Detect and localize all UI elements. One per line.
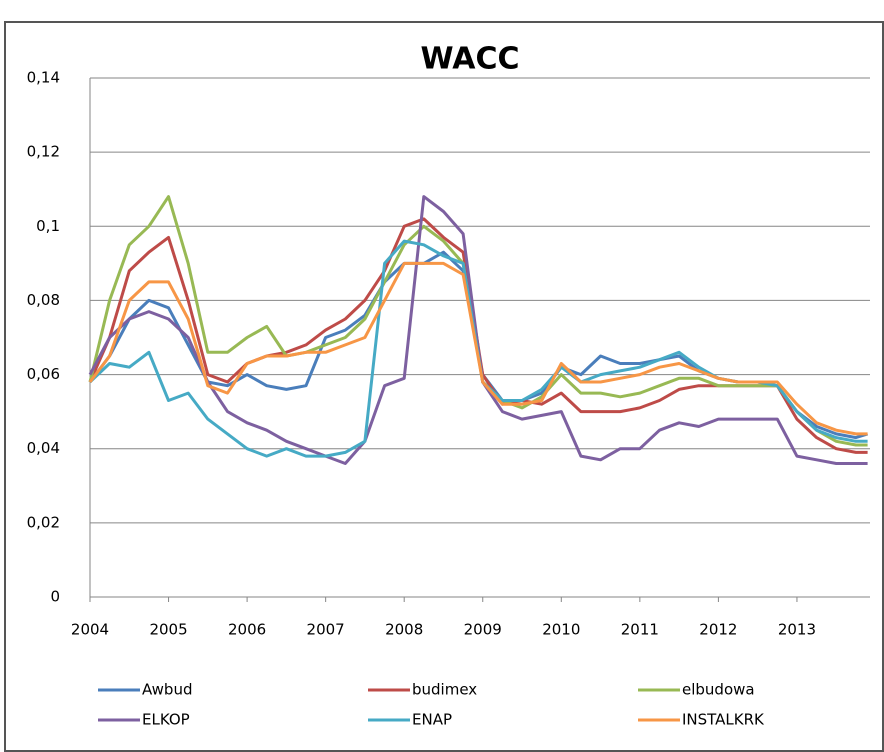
y-tick-label: 0,04 bbox=[27, 439, 60, 457]
y-tick-label: 0,08 bbox=[27, 291, 60, 309]
y-tick-label: 0,1 bbox=[36, 217, 60, 235]
series-line bbox=[88, 261, 868, 436]
x-tick-label: 2008 bbox=[385, 621, 423, 639]
x-tick-label: 2011 bbox=[621, 621, 659, 639]
legend-label: ENAP bbox=[412, 711, 452, 729]
legend-label: Awbud bbox=[142, 681, 192, 699]
y-tick-label: 0,02 bbox=[27, 513, 60, 531]
x-tick-label: 2013 bbox=[778, 621, 816, 639]
legend-label: ELKOP bbox=[142, 711, 190, 729]
x-tick-label: 2010 bbox=[542, 621, 580, 639]
legend-label: elbudowa bbox=[682, 681, 755, 699]
x-tick-label: 2006 bbox=[228, 621, 266, 639]
legend-label: budimex bbox=[412, 681, 477, 699]
y-tick-label: 0,14 bbox=[27, 69, 60, 87]
y-tick-label: 0,06 bbox=[27, 365, 60, 383]
x-tick-label: 2007 bbox=[307, 621, 345, 639]
chart-title: WACC bbox=[421, 42, 520, 77]
y-tick-label: 0,12 bbox=[27, 143, 60, 161]
x-tick-label: 2004 bbox=[71, 621, 109, 639]
x-tick-label: 2009 bbox=[464, 621, 502, 639]
x-tick-label: 2012 bbox=[699, 621, 737, 639]
legend-label: INSTALKRK bbox=[682, 711, 765, 729]
x-tick-label: 2005 bbox=[149, 621, 187, 639]
y-tick-label: 0 bbox=[50, 588, 60, 606]
